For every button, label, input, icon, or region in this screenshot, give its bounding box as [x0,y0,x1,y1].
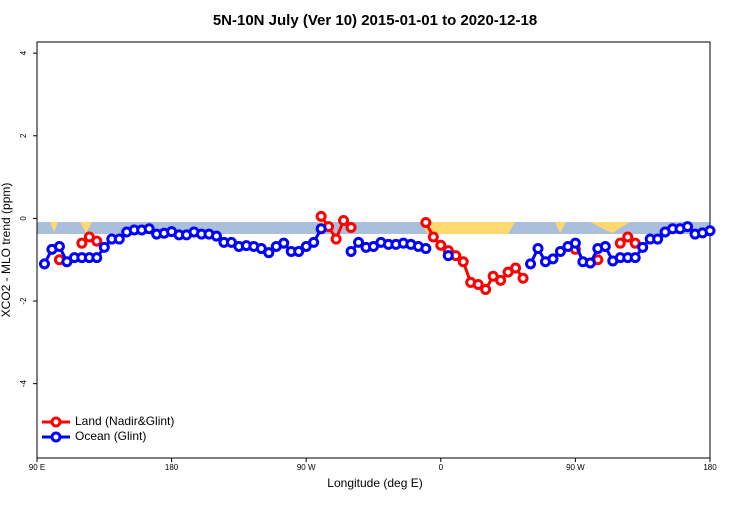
data-point [554,245,566,257]
data-point [308,236,320,248]
legend-marker [50,416,62,428]
legend-marker [50,431,62,443]
data-point [435,239,447,251]
data-point [652,233,664,245]
y-tick-label: 0 [19,216,28,221]
x-tick-label: 90 E [29,463,45,472]
data-point [517,272,529,284]
y-tick-label: 4 [19,50,28,55]
band-highlight [590,222,630,233]
plot-frame [36,41,711,459]
chart-title: 5N-10N July (Ver 10) 2015-01-01 to 2020-… [213,12,537,29]
data-point [53,240,65,252]
data-point [599,240,611,252]
y-axis-label: XCO2 - MLO trend (ppm) [0,183,13,318]
data-point [315,223,327,235]
data-point [420,217,432,229]
data-point [263,247,275,259]
data-point [472,278,484,290]
data-point [76,237,88,249]
x-tick-label: 90 W [297,463,316,472]
data-point [427,231,439,243]
x-tick-label: 0 [439,463,444,472]
data-point [315,210,327,222]
data-point [622,231,634,243]
data-point [547,253,559,265]
y-tick-label: -4 [19,380,28,388]
data-point [345,245,357,257]
data-point [629,252,641,264]
data-point [91,235,103,247]
data-point [143,223,155,235]
x-tick-label: 180 [165,463,179,472]
data-point [442,250,454,262]
data-point [338,214,350,226]
band-highlight [50,222,58,232]
data-point [525,258,537,270]
y-tick-label: 2 [19,133,28,138]
data-point [293,245,305,257]
x-axis-label: Longitude (deg E) [327,476,422,490]
data-point [614,237,626,249]
data-point [480,283,492,295]
band-highlight [555,222,566,233]
data-point [113,233,125,245]
band-highlight [80,222,92,233]
data-point [495,274,507,286]
data-point [38,258,50,270]
x-tick-label: 180 [703,463,717,472]
data-point [353,236,365,248]
data-point [91,252,103,264]
legend-label: Ocean (Glint) [75,429,146,443]
legend: Land (Nadir&Glint)Ocean (Glint) [42,414,174,443]
data-point [330,233,342,245]
data-point [278,237,290,249]
legend-label: Land (Nadir&Glint) [75,414,174,428]
data-point [345,221,357,233]
data-point [584,257,596,269]
data-point [457,256,469,268]
data-point [98,241,110,253]
x-tick-label: 90 W [566,463,585,472]
data-point [682,221,694,233]
data-point [532,243,544,255]
data-point [704,225,716,237]
data-point [637,241,649,253]
y-tick-label: -2 [19,297,28,305]
data-point [510,262,522,274]
data-point [569,237,581,249]
data-point [210,230,222,242]
data-point [420,243,432,255]
band-highlight [420,222,515,234]
